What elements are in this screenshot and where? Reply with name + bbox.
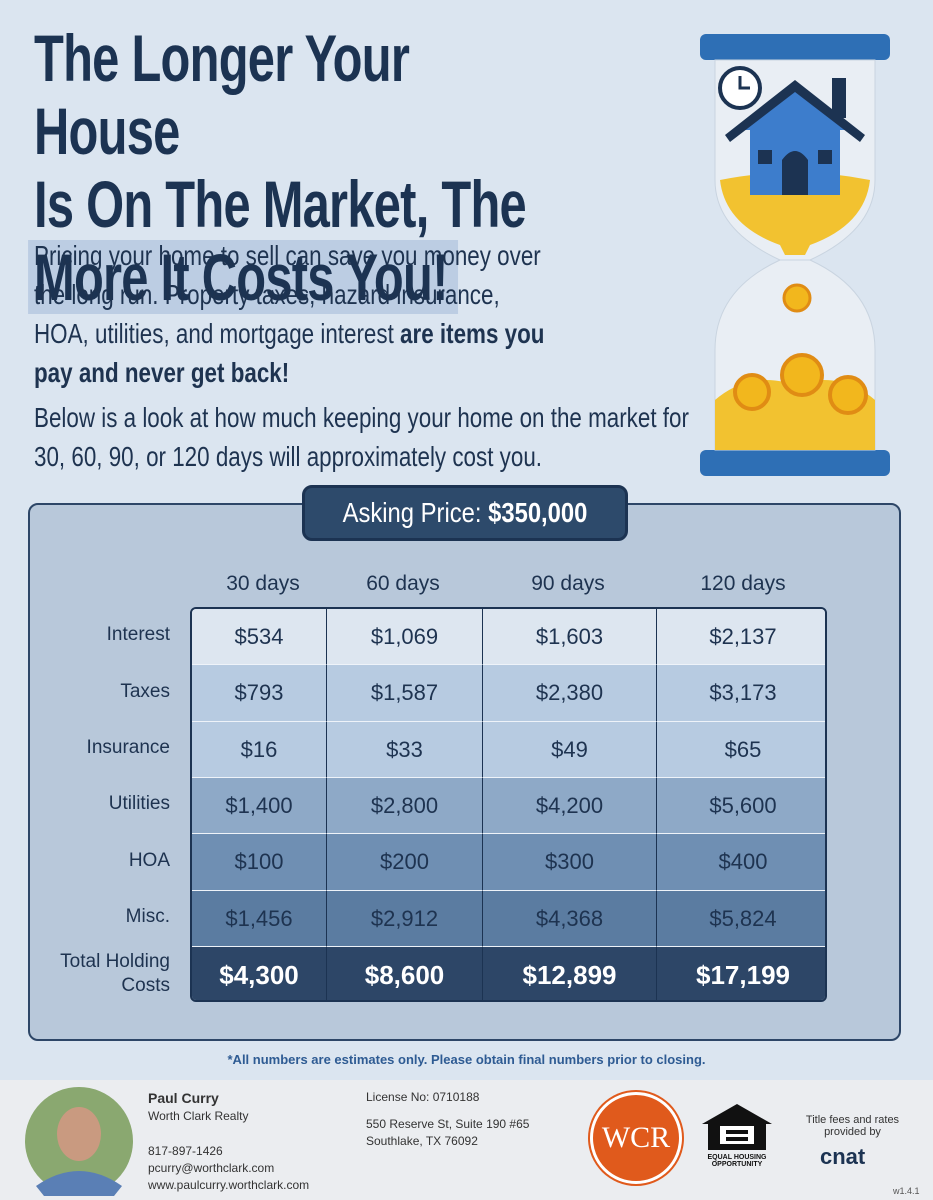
license: License No: 0710188 — [366, 1090, 480, 1104]
cost-cell: $200 — [327, 834, 483, 891]
cost-cell: $534 — [192, 609, 327, 665]
cost-cell: $2,137 — [657, 609, 825, 665]
cost-cell: $4,368 — [483, 891, 657, 947]
company: Worth Clark Realty — [148, 1109, 249, 1123]
email: pcurry@worthclark.com — [148, 1161, 275, 1175]
row-label: HOA — [128, 849, 170, 871]
title-line: Is On The Market, The — [34, 167, 527, 241]
cost-cell: $16 — [192, 722, 327, 778]
cost-cell: $2,912 — [327, 891, 483, 947]
title-note: Title fees and rates provided by — [805, 1114, 900, 1138]
hourglass-illustration — [700, 34, 890, 476]
title: The Longer Your House Is On The Market, … — [28, 21, 567, 314]
total-cell: $8,600 — [327, 947, 483, 1000]
address-line: Southlake, TX 76092 — [366, 1134, 478, 1148]
cost-cell: $100 — [192, 834, 327, 891]
row-label: Total Holding Costs — [60, 950, 170, 996]
cost-cell: $1,400 — [192, 778, 327, 834]
footer: Paul Curry Worth Clark Realty 817-897-14… — [0, 1080, 933, 1200]
disclaimer: *All numbers are estimates only. Please … — [227, 1052, 706, 1067]
cost-cell: $400 — [657, 834, 825, 891]
row-label: Insurance — [86, 737, 170, 758]
cost-cell: $5,824 — [657, 891, 825, 947]
agent-photo — [25, 1087, 133, 1196]
column-header: 120 days — [700, 572, 786, 595]
equal-housing-text: EQUAL HOUSING OPPORTUNITY — [707, 1154, 767, 1168]
intro-text: Pricing your home to sell can save you m… — [34, 240, 541, 349]
title-line: The Longer Your House — [34, 21, 410, 168]
cost-cell: $5,600 — [657, 778, 825, 834]
title-line: More It Costs You! — [28, 240, 458, 314]
equal-housing-icon — [702, 1104, 772, 1150]
cost-cell: $3,173 — [657, 665, 825, 722]
cost-cell: $65 — [657, 722, 825, 778]
wcr-logo: WCR — [590, 1092, 682, 1184]
address-line: 550 Reserve St, Suite 190 #65 — [366, 1117, 530, 1131]
cost-cell: $49 — [483, 722, 657, 778]
version: w1.4.1 — [893, 1186, 920, 1196]
asking-label: Asking Price: — [342, 497, 482, 528]
cost-cell: $793 — [192, 665, 327, 722]
phone: 817-897-1426 — [148, 1144, 223, 1158]
total-cell: $17,199 — [657, 947, 825, 1000]
column-header: 60 days — [366, 572, 440, 595]
column-header: 90 days — [531, 572, 605, 595]
row-label: Utilities — [108, 793, 170, 814]
row-label: Taxes — [120, 680, 170, 702]
cost-cell: $4,200 — [483, 778, 657, 834]
website: www.paulcurry.worthclark.com — [148, 1178, 310, 1192]
cost-cell: $1,603 — [483, 609, 657, 665]
cost-cell: $33 — [327, 722, 483, 778]
cost-cell: $2,800 — [327, 778, 483, 834]
intro: Pricing your home to sell can save you m… — [34, 236, 554, 392]
row-label: Interest — [106, 624, 170, 645]
cost-cell: $1,069 — [327, 609, 483, 665]
column-header: 30 days — [226, 572, 300, 595]
agent-name: Paul Curry — [148, 1090, 219, 1106]
intro-2: Below is a look at how much keeping your… — [34, 402, 689, 472]
cost-cell: $2,380 — [483, 665, 657, 722]
row-label: Misc. — [125, 906, 170, 927]
total-cell: $4,300 — [192, 947, 327, 1000]
cost-cell: $1,456 — [192, 891, 327, 947]
total-cell: $12,899 — [483, 947, 657, 1000]
intro-emphasis: are items you pay and never get back! — [34, 318, 545, 388]
cost-cell: $300 — [483, 834, 657, 891]
asking-price: Asking Price: $350,000 — [302, 485, 628, 541]
cost-cell: $1,587 — [327, 665, 483, 722]
asking-value: $350,000 — [488, 497, 588, 528]
title-brand: cnat — [820, 1144, 866, 1169]
table-grid: $534 $1,069 $1,603 $2,137 $793 $1,587 $2,380 $3… — [190, 607, 827, 1002]
